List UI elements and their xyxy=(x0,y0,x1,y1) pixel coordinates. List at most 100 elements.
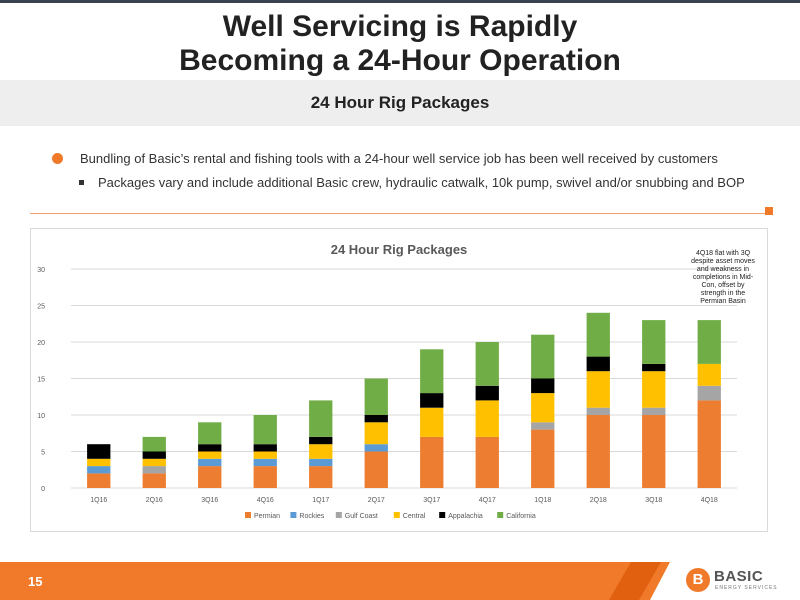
bar-segment xyxy=(364,378,388,415)
page-title: Well Servicing is Rapidly Becoming a 24-… xyxy=(0,10,800,78)
chart-container: 24 Hour Rig Packages 0 5 10 15 20 25 30 1Q16 2Q16… xyxy=(30,228,768,532)
bar-segment xyxy=(420,436,444,488)
y-tick-label: 25 xyxy=(37,304,45,311)
bar-segment xyxy=(309,466,333,488)
bullet-square-icon xyxy=(79,180,84,185)
bar-segment xyxy=(420,393,444,408)
bar-segment xyxy=(198,422,222,445)
bar-segment xyxy=(586,371,610,408)
x-tick-label: 2Q18 xyxy=(590,497,607,504)
bar-segment xyxy=(697,363,721,386)
bar-segment xyxy=(142,466,166,474)
bar-segment xyxy=(475,400,499,437)
bar-segment xyxy=(475,342,499,386)
bar-segment xyxy=(531,378,555,394)
chart-annotation: 4Q18 flat with 3Q despite asset moves an… xyxy=(691,250,755,305)
bullet-sub: Packages vary and include additional Bas… xyxy=(52,174,752,192)
x-tick-label: 3Q16 xyxy=(201,497,218,504)
bar-segment xyxy=(586,312,610,357)
x-tick-label: 3Q17 xyxy=(423,497,440,504)
bar-segment xyxy=(253,458,277,467)
company-logo: B BASIC ENERGY SERVICES xyxy=(686,568,786,594)
bar-segment xyxy=(531,393,555,423)
bar-segment xyxy=(253,444,277,452)
bar-segment xyxy=(642,415,666,488)
bullet-main: Bundling of Basic’s rental and fishing t… xyxy=(52,150,752,168)
y-tick-label: 10 xyxy=(37,413,45,420)
title-line-1: Well Servicing is Rapidly xyxy=(222,10,578,43)
y-tick-label: 30 xyxy=(37,267,45,274)
bar-segment xyxy=(198,466,222,488)
legend-label: Gulf Coast xyxy=(345,513,378,520)
bullet-list: Bundling of Basic’s rental and fishing t… xyxy=(52,150,752,192)
bar-segment xyxy=(697,385,721,401)
subtitle-bar xyxy=(0,80,800,126)
x-tick-label: 2Q17 xyxy=(368,497,385,504)
bar-segment xyxy=(253,415,277,445)
legend-label: Appalachia xyxy=(448,513,483,520)
divider-marker xyxy=(765,207,773,215)
bar-segment xyxy=(364,451,388,488)
bar-segment xyxy=(364,415,388,423)
x-tick-label: 3Q18 xyxy=(645,497,662,504)
bar-segment xyxy=(586,407,610,415)
bar-segment xyxy=(142,451,166,459)
bar-segment xyxy=(364,422,388,445)
bar-segment xyxy=(642,371,666,408)
bar-segment xyxy=(420,349,444,394)
bar-segment xyxy=(586,356,610,372)
x-tick-label: 1Q17 xyxy=(312,497,329,504)
bar-segment xyxy=(253,451,277,459)
bar-segment xyxy=(586,415,610,488)
bar-segment xyxy=(475,436,499,488)
chart-title: 24 Hour Rig Packages xyxy=(331,242,468,257)
logo-text: BASIC xyxy=(714,568,764,585)
section-divider xyxy=(30,213,765,214)
bar-segment xyxy=(364,444,388,452)
bar-segment xyxy=(642,407,666,415)
x-tick-label: 4Q16 xyxy=(257,497,274,504)
bar-segment xyxy=(87,458,111,467)
y-tick-label: 0 xyxy=(41,486,45,493)
bar-segment xyxy=(309,400,333,437)
bar-segment xyxy=(697,320,721,364)
bar-segment xyxy=(198,444,222,452)
y-tick-label: 15 xyxy=(37,377,45,384)
bar-segment xyxy=(697,400,721,488)
legend-label: Central xyxy=(403,513,426,520)
bar-segment xyxy=(87,466,111,474)
legend-swatch xyxy=(245,512,251,518)
bar-segment xyxy=(531,422,555,430)
title-line-2: Becoming a 24-Hour Operation xyxy=(179,44,621,77)
legend-label: California xyxy=(506,513,536,520)
page-number: 15 xyxy=(28,574,43,589)
bar-segment xyxy=(253,466,277,488)
footer-logo-area xyxy=(650,562,800,600)
bar-segment xyxy=(142,458,166,467)
bar-segment xyxy=(198,451,222,459)
stacked-bar-chart: 24 Hour Rig Packages 0 5 10 15 20 25 30 1Q16 2Q16… xyxy=(37,242,737,520)
x-tick-label: 4Q18 xyxy=(701,497,718,504)
bar-segment xyxy=(475,385,499,401)
legend-swatch xyxy=(497,512,504,518)
legend-label: Permian xyxy=(254,513,280,520)
logo-subtext: ENERGY SERVICES xyxy=(715,585,778,591)
bar-segment xyxy=(642,363,666,372)
bar-segment xyxy=(87,444,111,459)
bar-segment xyxy=(142,473,166,488)
bar-segment xyxy=(142,436,166,452)
legend-swatch xyxy=(393,512,400,518)
bar-segment xyxy=(642,320,666,364)
legend-swatch xyxy=(439,512,446,518)
x-tick-label: 1Q16 xyxy=(90,497,107,504)
bar-segment xyxy=(420,407,444,437)
x-tick-label: 2Q16 xyxy=(146,497,163,504)
bar-segment xyxy=(198,458,222,467)
bar-segment xyxy=(87,473,111,488)
y-tick-label: 20 xyxy=(37,340,45,347)
bar-segment xyxy=(531,334,555,379)
top-border xyxy=(0,0,800,3)
y-tick-label: 5 xyxy=(41,450,45,457)
legend-label: Rockies xyxy=(299,513,324,520)
bullet-main-text: Bundling of Basic’s rental and fishing t… xyxy=(80,151,718,166)
